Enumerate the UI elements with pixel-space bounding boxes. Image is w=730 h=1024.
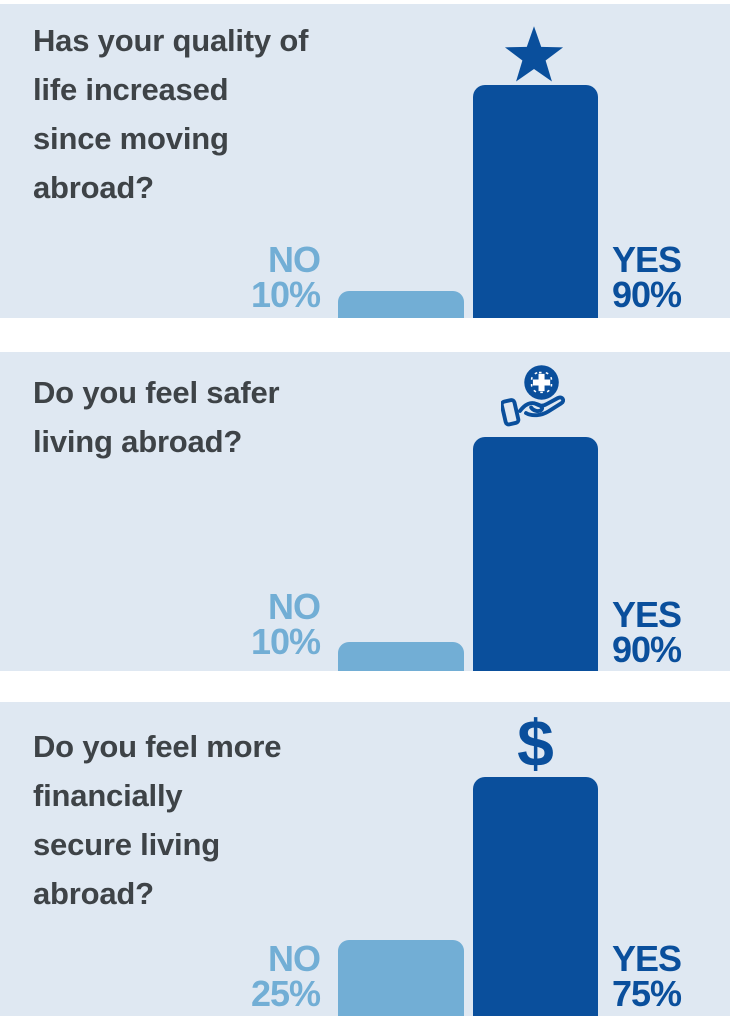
question-text: Do you feel safer living abroad? xyxy=(33,375,280,459)
care-hand-icon xyxy=(501,364,570,432)
no-percent: 10% xyxy=(250,621,321,662)
yes-percent: 90% xyxy=(612,274,682,315)
question-text: Has your quality of life increased since… xyxy=(33,23,309,205)
star-icon xyxy=(503,25,565,83)
panel-safety: Do you feel safer living abroad? NO 10% … xyxy=(0,352,730,671)
dollar-icon: $ xyxy=(517,706,554,780)
no-bar xyxy=(338,291,464,318)
yes-label: YES 90% xyxy=(612,239,682,315)
yes-label: YES 75% xyxy=(612,938,682,1014)
yes-text: YES xyxy=(612,594,682,635)
no-label: NO 10% xyxy=(250,239,321,315)
no-bar xyxy=(338,642,464,671)
no-text: NO xyxy=(268,586,321,627)
no-bar xyxy=(338,940,464,1016)
yes-text: YES xyxy=(612,239,682,280)
yes-bar xyxy=(473,437,598,671)
question-text: Do you feel more financially secure livi… xyxy=(33,729,282,911)
yes-percent: 75% xyxy=(612,973,682,1014)
yes-percent: 90% xyxy=(612,629,682,670)
panel-financial-security: Do you feel more financially secure livi… xyxy=(0,702,730,1016)
yes-bar xyxy=(473,777,598,1016)
yes-bar xyxy=(473,85,598,318)
no-percent: 25% xyxy=(250,973,321,1014)
yes-text: YES xyxy=(612,938,682,979)
panel-quality-of-life: Has your quality of life increased since… xyxy=(0,4,730,318)
no-label: NO 10% xyxy=(250,586,321,662)
no-label: NO 25% xyxy=(250,938,321,1014)
no-text: NO xyxy=(268,938,321,979)
no-text: NO xyxy=(268,239,321,280)
yes-label: YES 90% xyxy=(612,594,682,670)
no-percent: 10% xyxy=(250,274,321,315)
